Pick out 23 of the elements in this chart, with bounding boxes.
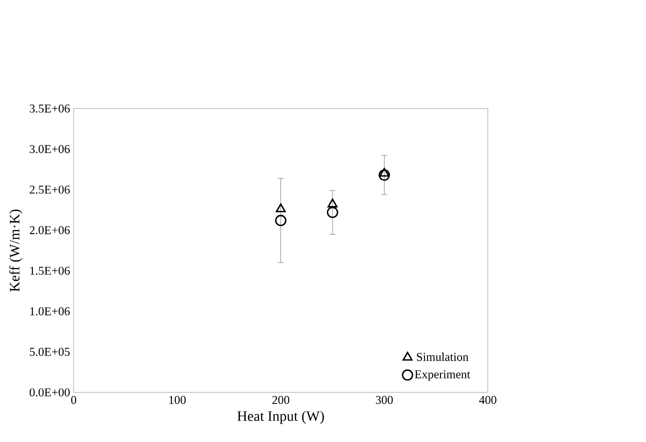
y-tick-label: 2.0E+06	[30, 226, 70, 234]
point	[276, 203, 286, 212]
y-tick-label: 0.0E+00	[30, 388, 70, 396]
x-tick-label: 400	[479, 396, 496, 404]
point	[328, 198, 338, 208]
x-tick-label: 0	[71, 396, 76, 404]
y-tick-label: 3.5E+06	[30, 104, 70, 113]
y-tick-label: 1.0E+06	[30, 307, 70, 316]
point	[275, 214, 286, 226]
x-tick-label: 100	[169, 396, 186, 404]
y-tick-label: 3.0E+06	[30, 145, 70, 154]
point	[326, 206, 338, 218]
y-axis-title: Keff (W/m·K)	[9, 210, 22, 292]
y-tick-label: 1.5E+06	[30, 266, 70, 275]
legend-label: Simulation	[416, 352, 468, 361]
x-axis-title: Heat Input (W)	[237, 410, 324, 424]
x-tick-label: 200	[272, 396, 290, 404]
x-tick-label: 300	[376, 396, 393, 404]
y-tick-label: 5.0E+05	[30, 348, 70, 356]
y-tick-label: 2.5E+06	[30, 186, 70, 194]
point	[378, 169, 390, 181]
point	[379, 168, 390, 177]
legend-label: Experiment	[414, 370, 470, 381]
